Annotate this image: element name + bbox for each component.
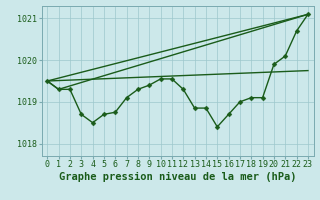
X-axis label: Graphe pression niveau de la mer (hPa): Graphe pression niveau de la mer (hPa) bbox=[59, 172, 296, 182]
